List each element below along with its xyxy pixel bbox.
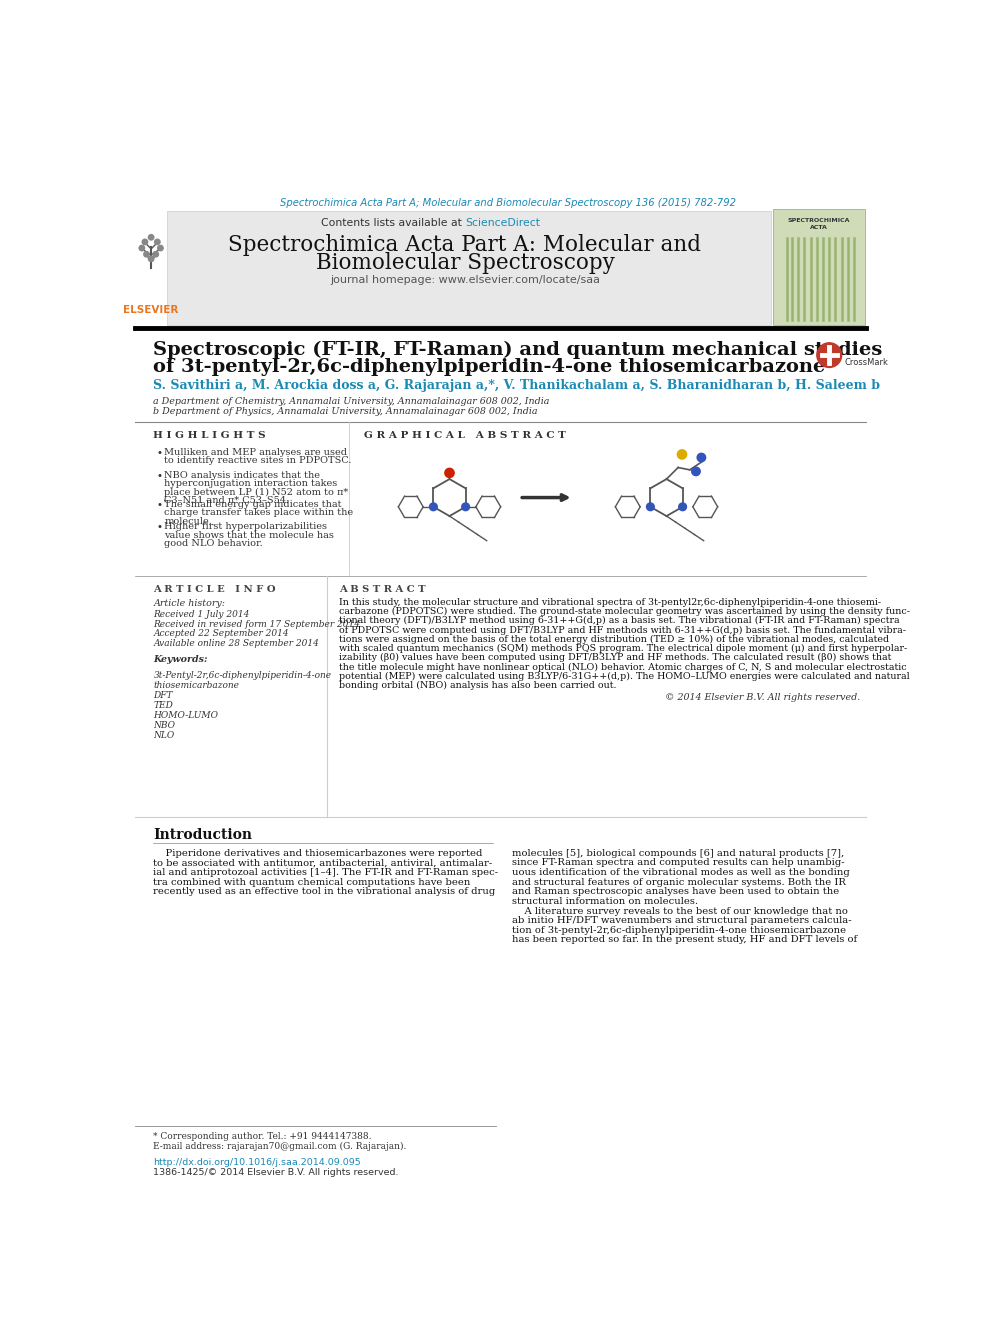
Text: In this study, the molecular structure and vibrational spectra of 3t-pentyl2r,6c: In this study, the molecular structure a… (339, 598, 882, 607)
Text: a Department of Chemistry, Annamalai University, Annamalainagar 608 002, India: a Department of Chemistry, Annamalai Uni… (154, 397, 550, 406)
Circle shape (461, 503, 469, 511)
Text: 3t-Pentyl-2r,6c-diphenylpiperidin-4-one: 3t-Pentyl-2r,6c-diphenylpiperidin-4-one (154, 671, 331, 680)
Text: NBO analysis indicates that the: NBO analysis indicates that the (165, 471, 320, 480)
Circle shape (444, 468, 454, 478)
Text: izability (β0) values have been computed using DFT/B3LYP and HF methods. The cal: izability (β0) values have been computed… (339, 654, 892, 663)
Text: E-mail address: rajarajan70@gmail.com (G. Rajarajan).: E-mail address: rajarajan70@gmail.com (G… (154, 1142, 407, 1151)
Text: Piperidone derivatives and thiosemicarbazones were reported: Piperidone derivatives and thiosemicarba… (154, 849, 483, 857)
Text: good NLO behavior.: good NLO behavior. (165, 540, 263, 548)
Text: Received in revised form 17 September 2014: Received in revised form 17 September 20… (154, 619, 360, 628)
Text: Mulliken and MEP analyses are used: Mulliken and MEP analyses are used (165, 447, 347, 456)
Circle shape (144, 251, 149, 257)
Text: SPECTROCHIMICA: SPECTROCHIMICA (788, 218, 850, 222)
Text: DFT: DFT (154, 691, 173, 700)
Text: to be associated with antitumor, antibacterial, antiviral, antimalar-: to be associated with antitumor, antibac… (154, 859, 493, 868)
Text: Keywords:: Keywords: (154, 655, 208, 664)
Text: carbazone (PDPOTSC) were studied. The ground-state molecular geometry was ascert: carbazone (PDPOTSC) were studied. The gr… (339, 607, 911, 617)
Text: of PDPOTSC were computed using DFT/B3LYP and HF methods with 6-31++G(d,p) basis : of PDPOTSC were computed using DFT/B3LYP… (339, 626, 907, 635)
Text: place between LP (1) N52 atom to π*: place between LP (1) N52 atom to π* (165, 488, 348, 496)
Text: ial and antiprotozoal activities [1–4]. The FT-IR and FT-Raman spec-: ial and antiprotozoal activities [1–4]. … (154, 868, 499, 877)
Circle shape (679, 503, 686, 511)
Text: NBO: NBO (154, 721, 176, 730)
Text: ab initio HF/DFT wavenumbers and structural parameters calcula-: ab initio HF/DFT wavenumbers and structu… (512, 916, 851, 925)
Text: journal homepage: www.elsevier.com/locate/saa: journal homepage: www.elsevier.com/locat… (330, 275, 600, 284)
Circle shape (142, 239, 148, 245)
Text: tion of 3t-pentyl-2r,6c-diphenylpiperidin-4-one thiosemicarbazone: tion of 3t-pentyl-2r,6c-diphenylpiperidi… (512, 926, 845, 935)
Text: value shows that the molecule has: value shows that the molecule has (165, 531, 334, 540)
Circle shape (158, 245, 163, 251)
Text: with scaled quantum mechanics (SQM) methods PQS program. The electrical dipole m: with scaled quantum mechanics (SQM) meth… (339, 644, 908, 654)
Text: and structural features of organic molecular systems. Both the IR: and structural features of organic molec… (512, 877, 845, 886)
Text: H I G H L I G H T S: H I G H L I G H T S (154, 431, 266, 441)
Circle shape (155, 239, 160, 245)
Text: © 2014 Elsevier B.V. All rights reserved.: © 2014 Elsevier B.V. All rights reserved… (665, 693, 860, 703)
Text: uous identification of the vibrational modes as well as the bonding: uous identification of the vibrational m… (512, 868, 849, 877)
Text: Biomolecular Spectroscopy: Biomolecular Spectroscopy (315, 251, 614, 274)
Text: b Department of Physics, Annamalai University, Annamalainagar 608 002, India: b Department of Physics, Annamalai Unive… (154, 406, 538, 415)
Circle shape (678, 450, 686, 459)
Text: recently used as an effective tool in the vibrational analysis of drug: recently used as an effective tool in th… (154, 888, 496, 896)
Circle shape (691, 467, 700, 475)
Text: the title molecule might have nonlinear optical (NLO) behavior. Atomic charges o: the title molecule might have nonlinear … (339, 663, 907, 672)
Text: Article history:: Article history: (154, 599, 225, 609)
Text: * Corresponding author. Tel.: +91 9444147388.: * Corresponding author. Tel.: +91 944414… (154, 1132, 372, 1142)
Text: since FT-Raman spectra and computed results can help unambig-: since FT-Raman spectra and computed resu… (512, 859, 844, 868)
Text: Contents lists available at: Contents lists available at (320, 218, 465, 228)
Text: Introduction: Introduction (154, 828, 252, 841)
Text: and Raman spectroscopic analyses have been used to obtain the: and Raman spectroscopic analyses have be… (512, 888, 839, 896)
Text: Available online 28 September 2014: Available online 28 September 2014 (154, 639, 319, 648)
Circle shape (647, 503, 655, 511)
Circle shape (153, 251, 159, 257)
Text: HOMO-LUMO: HOMO-LUMO (154, 710, 218, 720)
Text: TED: TED (154, 701, 174, 710)
Text: •: • (157, 523, 163, 532)
Circle shape (149, 257, 154, 262)
FancyBboxPatch shape (135, 228, 168, 325)
Text: A R T I C L E   I N F O: A R T I C L E I N F O (154, 586, 276, 594)
Text: ELSEVIER: ELSEVIER (123, 304, 179, 315)
Text: Accepted 22 September 2014: Accepted 22 September 2014 (154, 630, 289, 639)
Circle shape (149, 234, 154, 239)
Text: ScienceDirect: ScienceDirect (465, 218, 540, 228)
Circle shape (697, 454, 705, 462)
Text: Received 1 July 2014: Received 1 July 2014 (154, 610, 250, 619)
Text: to identify reactive sites in PDPOTSC.: to identify reactive sites in PDPOTSC. (165, 456, 352, 464)
Text: Higher first hyperpolarizabilities: Higher first hyperpolarizabilities (165, 523, 327, 532)
Text: of 3t-pentyl-2r,6c-diphenylpiperidin-4-one thiosemicarbazone: of 3t-pentyl-2r,6c-diphenylpiperidin-4-o… (154, 357, 825, 376)
Text: charge transfer takes place within the: charge transfer takes place within the (165, 508, 353, 517)
Text: The small energy gap indicates that: The small energy gap indicates that (165, 500, 342, 509)
Text: CrossMark: CrossMark (845, 359, 889, 368)
Text: tions were assigned on the basis of the total energy distribution (TED ≥ 10%) of: tions were assigned on the basis of the … (339, 635, 890, 644)
Text: S. Savithiri a, M. Arockia doss a, G. Rajarajan a,*, V. Thanikachalam a, S. Bhar: S. Savithiri a, M. Arockia doss a, G. Ra… (154, 380, 881, 393)
Text: structural information on molecules.: structural information on molecules. (512, 897, 697, 906)
Text: A B S T R A C T: A B S T R A C T (339, 586, 427, 594)
Text: Spectroscopic (FT-IR, FT-Raman) and quantum mechanical studies: Spectroscopic (FT-IR, FT-Raman) and quan… (154, 340, 883, 359)
Text: •: • (157, 471, 163, 480)
Text: •: • (157, 500, 163, 509)
Text: Spectrochimica Acta Part A; Molecular and Biomolecular Spectroscopy 136 (2015) 7: Spectrochimica Acta Part A; Molecular an… (281, 198, 736, 209)
Text: http://dx.doi.org/10.1016/j.saa.2014.09.095: http://dx.doi.org/10.1016/j.saa.2014.09.… (154, 1158, 361, 1167)
Text: C3–N51 and π* C53–S54.: C3–N51 and π* C53–S54. (165, 496, 290, 505)
FancyBboxPatch shape (774, 209, 865, 325)
Text: potential (MEP) were calculated using B3LYP/6-31G++(d,p). The HOMO–LUMO energies: potential (MEP) were calculated using B3… (339, 672, 911, 681)
Text: molecules [5], biological compounds [6] and natural products [7],: molecules [5], biological compounds [6] … (512, 849, 844, 857)
Text: thiosemicarbazone: thiosemicarbazone (154, 681, 239, 689)
Text: G R A P H I C A L   A B S T R A C T: G R A P H I C A L A B S T R A C T (364, 431, 566, 441)
Text: hyperconjugation interaction takes: hyperconjugation interaction takes (165, 479, 337, 488)
Text: ACTA: ACTA (810, 225, 828, 230)
Text: A literature survey reveals to the best of our knowledge that no: A literature survey reveals to the best … (512, 906, 847, 916)
Text: 1386-1425/© 2014 Elsevier B.V. All rights reserved.: 1386-1425/© 2014 Elsevier B.V. All right… (154, 1168, 399, 1176)
Text: tional theory (DFT)/B3LYP method using 6-31++G(d,p) as a basis set. The vibratio: tional theory (DFT)/B3LYP method using 6… (339, 617, 900, 626)
Circle shape (816, 343, 841, 368)
Text: tra combined with quantum chemical computations have been: tra combined with quantum chemical compu… (154, 877, 471, 886)
Text: has been reported so far. In the present study, HF and DFT levels of: has been reported so far. In the present… (512, 935, 857, 945)
Circle shape (139, 245, 145, 251)
Text: NLO: NLO (154, 730, 175, 740)
Text: •: • (157, 447, 163, 458)
Text: Spectrochimica Acta Part A: Molecular and: Spectrochimica Acta Part A: Molecular an… (228, 234, 701, 255)
FancyBboxPatch shape (167, 212, 771, 325)
Text: bonding orbital (NBO) analysis has also been carried out.: bonding orbital (NBO) analysis has also … (339, 681, 617, 691)
Text: molecule.: molecule. (165, 517, 212, 525)
Circle shape (430, 503, 437, 511)
